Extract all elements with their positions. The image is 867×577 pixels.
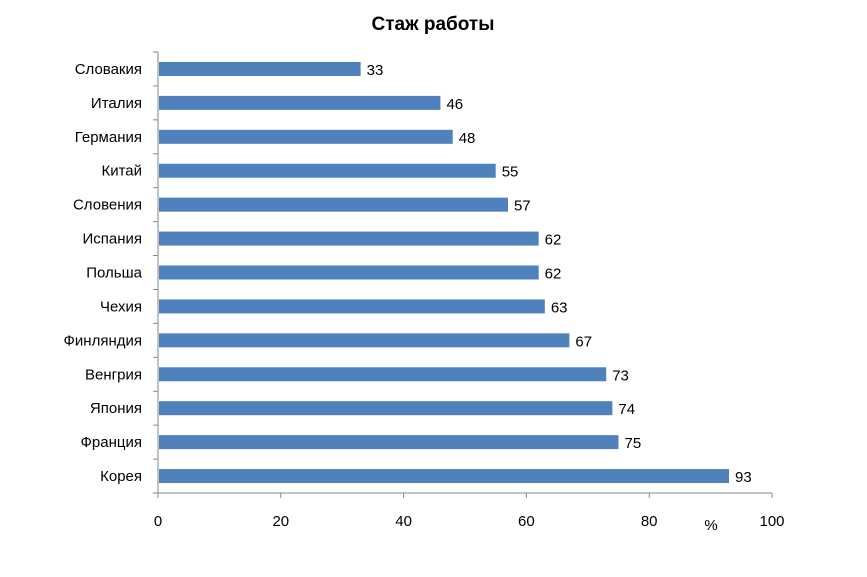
bar	[159, 435, 619, 450]
bar	[159, 95, 441, 110]
category-label: Япония	[90, 400, 142, 417]
x-tick-label: 100	[759, 513, 784, 530]
category-label: Корея	[100, 468, 142, 485]
x-tick-label: 0	[154, 513, 162, 530]
x-tick-label: 60	[518, 513, 535, 530]
data-label: 55	[502, 164, 519, 181]
bars-layer	[159, 61, 730, 484]
category-label: Финляндия	[64, 332, 142, 349]
bar	[159, 163, 496, 178]
category-label: Испания	[82, 231, 142, 248]
bar	[159, 61, 361, 76]
bar	[159, 367, 607, 382]
data-label: 67	[575, 333, 592, 350]
bar	[159, 333, 570, 348]
category-label: Германия	[75, 129, 142, 146]
data-label: 62	[545, 266, 562, 283]
bar	[159, 231, 539, 246]
data-label: 63	[551, 299, 568, 316]
bar	[159, 129, 453, 144]
category-label: Польша	[86, 265, 142, 282]
labels-layer: 0 20 40 60 80 100 Словакия 33 Италия 46 Германия 48…	[64, 61, 785, 530]
data-label: 33	[367, 62, 384, 79]
category-label: Италия	[91, 95, 142, 112]
category-label: Франция	[81, 434, 142, 451]
x-tick-label: 80	[641, 513, 658, 530]
chart-title: Стаж работы	[372, 14, 495, 35]
data-label: 57	[514, 198, 531, 215]
data-label: 93	[735, 469, 752, 486]
data-label: 48	[459, 130, 476, 147]
bar	[159, 197, 508, 212]
category-label: Словения	[73, 197, 142, 214]
bar	[159, 401, 613, 416]
bar	[159, 265, 539, 280]
x-tick-label: 40	[395, 513, 412, 530]
bar	[159, 469, 730, 484]
data-label: 74	[618, 401, 635, 418]
category-label: Словакия	[75, 61, 142, 78]
x-axis-unit-label: %	[704, 517, 717, 534]
bar	[159, 299, 545, 314]
data-label: 46	[446, 96, 463, 113]
category-label: Венгрия	[85, 366, 142, 383]
category-label: Чехия	[100, 298, 142, 315]
ticks-layer	[153, 51, 773, 498]
category-label: Китай	[101, 163, 142, 180]
data-label: 62	[545, 232, 562, 249]
data-label: 73	[612, 367, 629, 384]
x-tick-label: 20	[272, 513, 289, 530]
data-label: 75	[625, 435, 642, 452]
axes-layer	[157, 52, 772, 494]
